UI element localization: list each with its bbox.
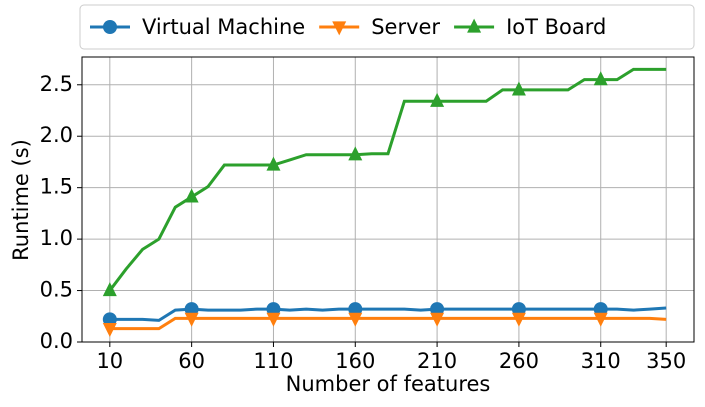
legend-marker xyxy=(103,20,117,34)
x-tick-label: 350 xyxy=(646,349,686,373)
series-line xyxy=(109,306,667,322)
y-tick-label: 0.5 xyxy=(40,278,73,302)
y-tick-label: 2.0 xyxy=(40,123,73,147)
x-axis-label: Number of features xyxy=(286,372,491,396)
y-tick-label: 1.5 xyxy=(40,175,73,199)
marker xyxy=(266,156,281,171)
plot-frame xyxy=(81,56,695,343)
marker xyxy=(511,302,526,317)
marker xyxy=(348,312,363,327)
x-tick-label: 60 xyxy=(178,349,205,373)
x-tick-label: 110 xyxy=(253,349,293,373)
marker xyxy=(348,302,363,317)
marker xyxy=(102,282,117,297)
y-axis-label: Runtime (s) xyxy=(9,139,33,261)
marker xyxy=(593,312,608,327)
marker xyxy=(184,302,199,317)
legend-label: IoT Board xyxy=(506,15,606,39)
x-tick-label: 310 xyxy=(581,349,621,373)
marker xyxy=(593,302,608,317)
marker xyxy=(184,312,199,327)
series-line xyxy=(108,67,667,292)
marker xyxy=(430,312,445,327)
legend: Virtual Machine Server IoT Board xyxy=(79,4,695,50)
legend-frame xyxy=(79,4,695,50)
marker xyxy=(511,81,526,96)
x-tick-label: 160 xyxy=(335,349,375,373)
x-tick-label: 10 xyxy=(96,349,123,373)
y-tick-label: 2.5 xyxy=(40,72,73,96)
marker xyxy=(348,146,363,161)
x-tick-label: 210 xyxy=(417,349,457,373)
legend-label: Server xyxy=(371,15,440,39)
marker xyxy=(184,188,199,203)
marker xyxy=(593,71,608,86)
legend-marker xyxy=(332,21,347,36)
marker xyxy=(430,92,445,107)
marker xyxy=(266,302,281,317)
marker xyxy=(430,302,445,317)
legend-marker xyxy=(467,18,482,33)
marker xyxy=(102,312,117,327)
marker xyxy=(102,323,117,338)
series-line xyxy=(109,316,667,331)
x-tick-label: 260 xyxy=(499,349,539,373)
marker xyxy=(511,312,526,327)
y-tick-label: 0.0 xyxy=(40,329,73,353)
marker xyxy=(266,312,281,327)
y-tick-label: 1.0 xyxy=(40,226,73,250)
legend-label: Virtual Machine xyxy=(142,15,305,39)
